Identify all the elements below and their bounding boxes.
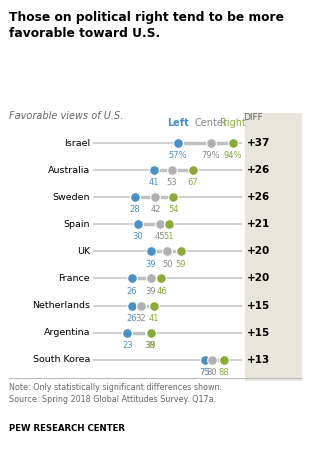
Text: 41: 41	[149, 314, 159, 323]
Text: 41: 41	[149, 178, 159, 187]
Text: 28: 28	[129, 205, 140, 214]
Text: Argentina: Argentina	[43, 328, 90, 337]
Text: 45: 45	[155, 232, 165, 241]
Text: 39: 39	[146, 260, 156, 269]
Text: 23: 23	[122, 341, 133, 350]
Text: +15: +15	[247, 301, 270, 311]
Text: 80: 80	[207, 368, 217, 377]
Text: Israel: Israel	[64, 139, 90, 148]
Text: Center: Center	[194, 118, 227, 128]
Text: 26: 26	[126, 287, 137, 296]
Text: +20: +20	[247, 246, 270, 256]
Text: 94%: 94%	[224, 151, 242, 160]
Text: +26: +26	[247, 165, 270, 175]
Text: 30: 30	[132, 232, 143, 241]
Text: +15: +15	[247, 328, 270, 337]
Text: 54: 54	[168, 205, 179, 214]
Text: Note: Only statistically significant differences shown.
Source: Spring 2018 Glob: Note: Only statistically significant dif…	[9, 383, 222, 404]
Text: 42: 42	[150, 205, 161, 214]
Text: 26: 26	[126, 314, 137, 323]
Text: 50: 50	[162, 260, 173, 269]
Text: DIFF: DIFF	[243, 113, 263, 122]
Text: Those on political right tend to be more
favorable toward U.S.: Those on political right tend to be more…	[9, 11, 284, 40]
Text: UK: UK	[77, 247, 90, 256]
Text: 57%: 57%	[169, 151, 187, 160]
Text: Left: Left	[167, 118, 189, 128]
Text: +21: +21	[247, 219, 270, 229]
Text: 88: 88	[219, 368, 229, 377]
Text: 75: 75	[199, 368, 210, 377]
Text: 39: 39	[146, 287, 156, 296]
Text: Netherlands: Netherlands	[32, 301, 90, 310]
Text: PEW RESEARCH CENTER: PEW RESEARCH CENTER	[9, 424, 125, 433]
Text: Favorable views of U.S.: Favorable views of U.S.	[9, 111, 124, 121]
Text: 59: 59	[175, 260, 186, 269]
Text: South Korea: South Korea	[33, 355, 90, 364]
Text: France: France	[58, 274, 90, 283]
Text: +26: +26	[247, 192, 270, 202]
Text: 46: 46	[156, 287, 167, 296]
Text: Spain: Spain	[64, 220, 90, 229]
Text: 53: 53	[166, 178, 177, 187]
Text: 32: 32	[135, 314, 146, 323]
Text: +37: +37	[247, 138, 271, 148]
Text: 51: 51	[164, 232, 174, 241]
Text: 67: 67	[187, 178, 198, 187]
Text: Right: Right	[220, 118, 246, 128]
Text: +13: +13	[247, 355, 270, 365]
Text: Sweden: Sweden	[52, 193, 90, 202]
Text: 79%: 79%	[201, 151, 220, 160]
Text: 39: 39	[146, 341, 156, 350]
Text: Australia: Australia	[48, 166, 90, 175]
Text: 38: 38	[144, 341, 155, 350]
Text: +20: +20	[247, 274, 270, 284]
